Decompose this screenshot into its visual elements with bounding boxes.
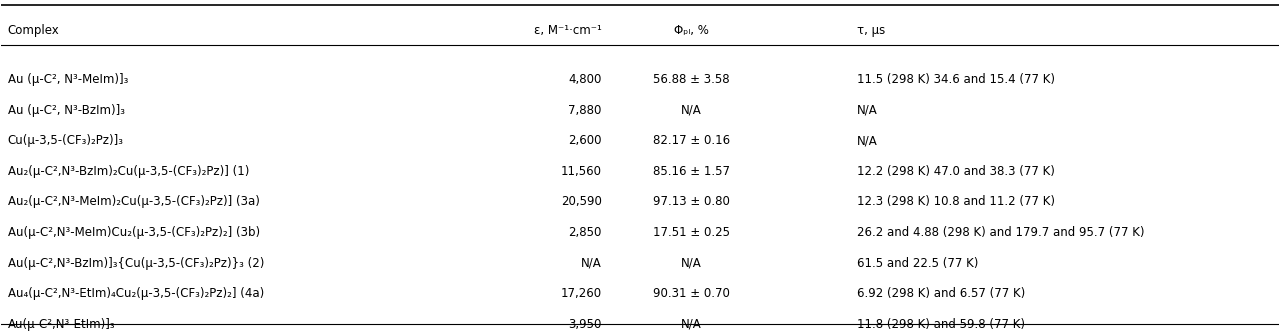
Text: N/A: N/A bbox=[681, 318, 701, 331]
Text: Au₂(μ-C²,N³-MeIm)₂Cu(μ-3,5-(CF₃)₂Pz)] (3a): Au₂(μ-C²,N³-MeIm)₂Cu(μ-3,5-(CF₃)₂Pz)] (3… bbox=[8, 195, 260, 208]
Text: 82.17 ± 0.16: 82.17 ± 0.16 bbox=[653, 134, 730, 147]
Text: Au (μ-C², N³-MeIm)]₃: Au (μ-C², N³-MeIm)]₃ bbox=[8, 73, 128, 86]
Text: 61.5 and 22.5 (77 K): 61.5 and 22.5 (77 K) bbox=[858, 257, 978, 270]
Text: Au(μ-C²,N³-MeIm)Cu₂(μ-3,5-(CF₃)₂Pz)₂] (3b): Au(μ-C²,N³-MeIm)Cu₂(μ-3,5-(CF₃)₂Pz)₂] (3… bbox=[8, 226, 260, 239]
Text: N/A: N/A bbox=[681, 104, 701, 117]
Text: 20,590: 20,590 bbox=[561, 195, 602, 208]
Text: Au₂(μ-C²,N³-BzIm)₂Cu(μ-3,5-(CF₃)₂Pz)] (1): Au₂(μ-C²,N³-BzIm)₂Cu(μ-3,5-(CF₃)₂Pz)] (1… bbox=[8, 165, 250, 178]
Text: ε, M⁻¹·cm⁻¹: ε, M⁻¹·cm⁻¹ bbox=[534, 24, 602, 37]
Text: Au(μ-C²,N³-BzIm)]₃{Cu(μ-3,5-(CF₃)₂Pz)}₃ (2): Au(μ-C²,N³-BzIm)]₃{Cu(μ-3,5-(CF₃)₂Pz)}₃ … bbox=[8, 257, 264, 270]
Text: 12.3 (298 K) 10.8 and 11.2 (77 K): 12.3 (298 K) 10.8 and 11.2 (77 K) bbox=[858, 195, 1055, 208]
Text: 6.92 (298 K) and 6.57 (77 K): 6.92 (298 K) and 6.57 (77 K) bbox=[858, 287, 1025, 300]
Text: 11.5 (298 K) 34.6 and 15.4 (77 K): 11.5 (298 K) 34.6 and 15.4 (77 K) bbox=[858, 73, 1055, 86]
Text: 2,600: 2,600 bbox=[568, 134, 602, 147]
Text: N/A: N/A bbox=[858, 104, 878, 117]
Text: 3,950: 3,950 bbox=[568, 318, 602, 331]
Text: Au(μ-C²,N³-EtIm)]₃: Au(μ-C²,N³-EtIm)]₃ bbox=[8, 318, 115, 331]
Text: N/A: N/A bbox=[681, 257, 701, 270]
Text: 7,880: 7,880 bbox=[568, 104, 602, 117]
Text: 97.13 ± 0.80: 97.13 ± 0.80 bbox=[653, 195, 730, 208]
Text: Cu(μ-3,5-(CF₃)₂Pz)]₃: Cu(μ-3,5-(CF₃)₂Pz)]₃ bbox=[8, 134, 124, 147]
Text: 4,800: 4,800 bbox=[568, 73, 602, 86]
Text: 11.8 (298 K) and 59.8 (77 K): 11.8 (298 K) and 59.8 (77 K) bbox=[858, 318, 1025, 331]
Text: N/A: N/A bbox=[581, 257, 602, 270]
Text: Complex: Complex bbox=[8, 24, 60, 37]
Text: Au (μ-C², N³-BzIm)]₃: Au (μ-C², N³-BzIm)]₃ bbox=[8, 104, 124, 117]
Text: N/A: N/A bbox=[858, 134, 878, 147]
Text: 12.2 (298 K) 47.0 and 38.3 (77 K): 12.2 (298 K) 47.0 and 38.3 (77 K) bbox=[858, 165, 1055, 178]
Text: 2,850: 2,850 bbox=[568, 226, 602, 239]
Text: Au₄(μ-C²,N³-EtIm)₄Cu₂(μ-3,5-(CF₃)₂Pz)₂] (4a): Au₄(μ-C²,N³-EtIm)₄Cu₂(μ-3,5-(CF₃)₂Pz)₂] … bbox=[8, 287, 264, 300]
Text: 56.88 ± 3.58: 56.88 ± 3.58 bbox=[653, 73, 730, 86]
Text: 11,560: 11,560 bbox=[561, 165, 602, 178]
Text: 85.16 ± 1.57: 85.16 ± 1.57 bbox=[653, 165, 730, 178]
Text: 90.31 ± 0.70: 90.31 ± 0.70 bbox=[653, 287, 730, 300]
Text: 17.51 ± 0.25: 17.51 ± 0.25 bbox=[653, 226, 730, 239]
Text: 26.2 and 4.88 (298 K) and 179.7 and 95.7 (77 K): 26.2 and 4.88 (298 K) and 179.7 and 95.7… bbox=[858, 226, 1144, 239]
Text: Φₚₗ, %: Φₚₗ, % bbox=[673, 24, 709, 37]
Text: 17,260: 17,260 bbox=[561, 287, 602, 300]
Text: τ, μs: τ, μs bbox=[858, 24, 886, 37]
